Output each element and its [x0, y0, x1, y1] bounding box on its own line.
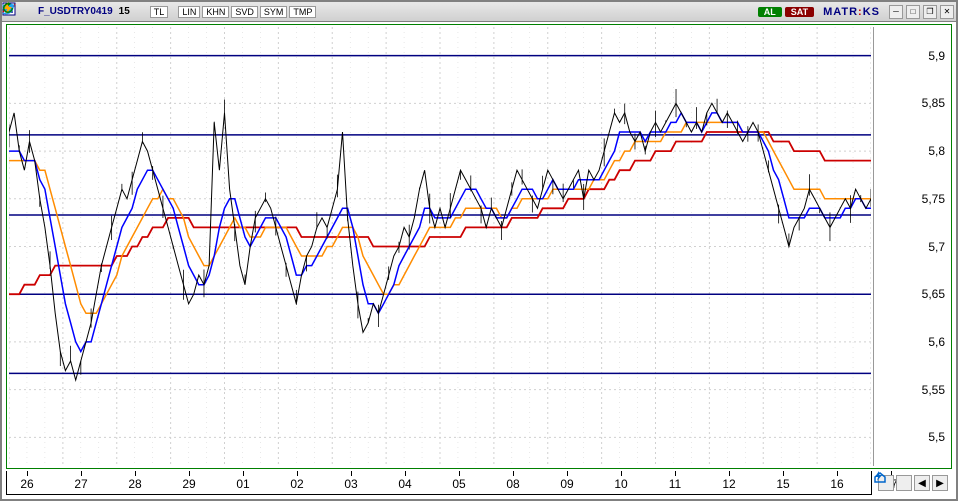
brand-label: MATR:KS	[823, 6, 880, 18]
nav-lightning-button[interactable]	[896, 475, 912, 491]
currency-label: TL	[150, 6, 169, 18]
x-tick-label: 26	[20, 477, 33, 491]
y-tick-label: 5,8	[928, 144, 945, 158]
y-tick-label: 5,9	[928, 49, 945, 63]
refresh-icon[interactable]	[739, 5, 753, 19]
x-tick-label: 01	[236, 477, 249, 491]
indicator-buttons: LIN KHN SVD SYM TMP	[178, 6, 316, 18]
maximize-button[interactable]: □	[906, 5, 920, 19]
x-tick-label: 12	[722, 477, 735, 491]
x-tick-label: 08	[506, 477, 519, 491]
al-pill[interactable]: AL	[758, 7, 782, 17]
chart-area[interactable]: 5,5 5,55 5,6 5,65 5,7 5,75 5,8 5,85 5,9	[6, 24, 952, 469]
x-tick-label: 29	[182, 477, 195, 491]
interval-label: 15	[119, 6, 130, 17]
nav-right-button[interactable]: ▶	[932, 475, 948, 491]
y-axis: 5,5 5,55 5,6 5,65 5,7 5,75 5,8 5,85 5,9	[873, 27, 949, 466]
x-tick-label: 11	[669, 477, 681, 491]
titlebar: M F_USDTRY0419 15 TL LIN KHN SVD SYM TMP	[2, 2, 956, 22]
x-tick-label: 04	[398, 477, 411, 491]
x-tick-label: 28	[128, 477, 141, 491]
x-tick-label: 03	[344, 477, 357, 491]
restore-button[interactable]: ❐	[923, 5, 937, 19]
twitter-icon[interactable]	[336, 5, 350, 19]
indicator-sym[interactable]: SYM	[260, 6, 288, 18]
indicator-khn[interactable]: KHN	[202, 6, 229, 18]
y-tick-label: 5,65	[922, 287, 945, 301]
x-tick-label: 16	[830, 477, 843, 491]
sat-pill[interactable]: SAT	[785, 7, 814, 17]
x-tick-label: 09	[560, 477, 573, 491]
chart-window: M F_USDTRY0419 15 TL LIN KHN SVD SYM TMP	[0, 0, 958, 501]
lightning-icon[interactable]	[720, 5, 734, 19]
x-tick-label: 15	[776, 477, 789, 491]
close-button[interactable]: ✕	[940, 5, 954, 19]
x-tick-label: 27	[74, 477, 87, 491]
y-tick-label: 5,85	[922, 96, 945, 110]
indicator-svd[interactable]: SVD	[231, 6, 258, 18]
indicator-tmp[interactable]: TMP	[289, 6, 316, 18]
x-tick-label: 05	[452, 477, 465, 491]
y-tick-label: 5,55	[922, 383, 945, 397]
symbol-label: F_USDTRY0419	[38, 6, 113, 17]
x-axis: 2627282901020304050809101112151617	[6, 471, 872, 495]
y-tick-label: 5,7	[928, 240, 945, 254]
x-tick-label: 02	[290, 477, 303, 491]
x-tick-label: 10	[614, 477, 627, 491]
nav-buttons: ◀ ▶	[874, 471, 952, 495]
dropdown-icon[interactable]	[320, 5, 334, 19]
y-tick-label: 5,75	[922, 192, 945, 206]
nav-left-button[interactable]: ◀	[914, 475, 930, 491]
indicator-lin[interactable]: LIN	[178, 6, 200, 18]
y-tick-label: 5,5	[928, 430, 945, 444]
plot-region[interactable]	[9, 27, 871, 466]
y-tick-label: 5,6	[928, 335, 945, 349]
chart-type-icon[interactable]	[20, 5, 34, 19]
minimize-button[interactable]: ─	[889, 5, 903, 19]
